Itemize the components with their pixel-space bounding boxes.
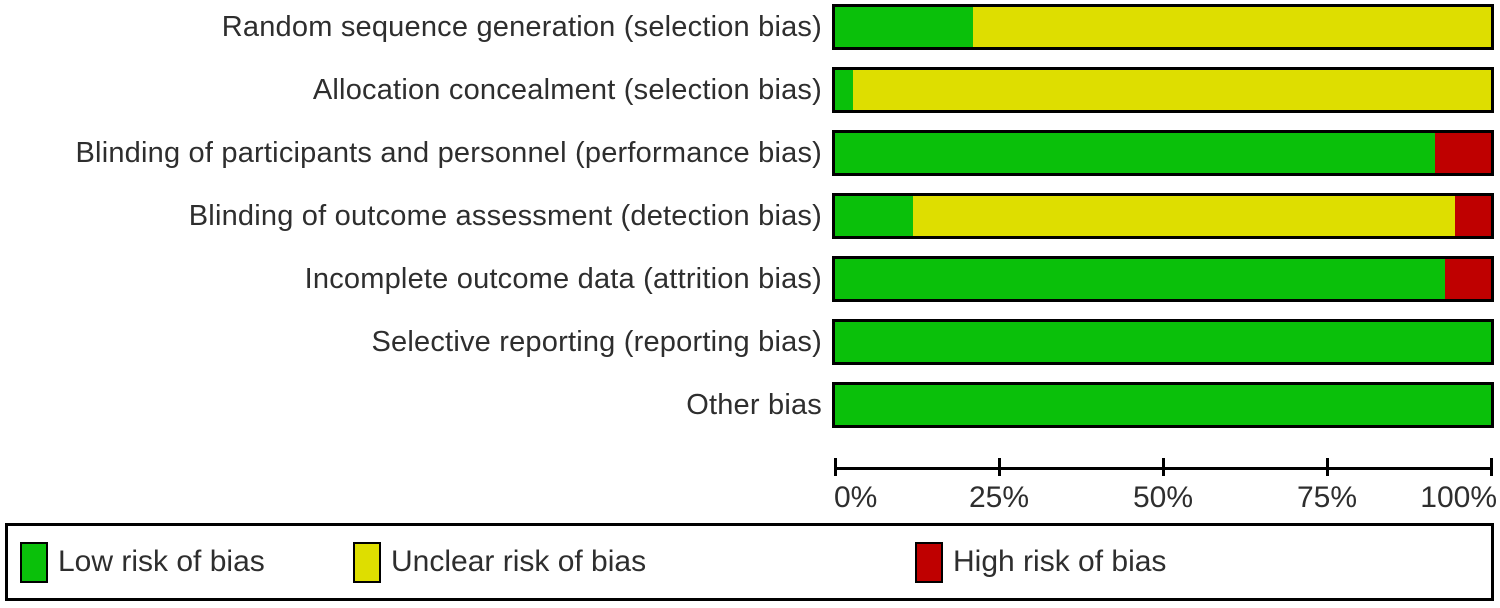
bias-row-label: Selective reporting (reporting bias)	[371, 326, 822, 358]
legend-item-low-risk: Low risk of bias	[20, 526, 265, 598]
bar-segment-unclear	[852, 70, 1491, 110]
axis-tick-label: 100%	[1420, 481, 1497, 514]
bar-segment-low	[835, 196, 914, 236]
bias-rows: Random sequence generation (selection bi…	[0, 4, 1494, 428]
legend-label: Low risk of bias	[58, 545, 265, 578]
axis-tick-label: 25%	[968, 481, 1030, 514]
bar-segment-unclear	[972, 7, 1491, 47]
table-row: Other bias	[0, 382, 1494, 428]
bias-row-label: Allocation concealment (selection bias)	[312, 74, 822, 106]
bar-segment-low	[835, 7, 973, 47]
bar-segment-low	[835, 385, 1491, 425]
table-row: Selective reporting (reporting bias)	[0, 319, 1494, 365]
legend-item-unclear-risk: Unclear risk of bias	[353, 526, 646, 598]
bar-segment-high	[1445, 259, 1491, 299]
table-row: Random sequence generation (selection bi…	[0, 4, 1494, 50]
table-row: Incomplete outcome data (attrition bias)	[0, 256, 1494, 302]
legend: Low risk of bias Unclear risk of bias Hi…	[5, 523, 1494, 601]
bias-row-label: Blinding of outcome assessment (detectio…	[188, 200, 822, 232]
legend-swatch-high	[915, 541, 943, 583]
legend-label: Unclear risk of bias	[391, 545, 647, 578]
axis-tick	[998, 458, 1001, 476]
bar-segment-low	[835, 322, 1491, 362]
bias-bar	[832, 4, 1494, 50]
bar-segment-low	[835, 259, 1446, 299]
bar-segment-high	[1435, 133, 1491, 173]
bar-segment-high	[1454, 196, 1491, 236]
legend-swatch-unclear	[353, 541, 381, 583]
bar-segment-low	[835, 70, 853, 110]
axis-tick-label: 75%	[1296, 481, 1358, 514]
axis-tick-label: 50%	[1132, 481, 1194, 514]
legend-item-high-risk: High risk of bias	[915, 526, 1166, 598]
bias-bar	[832, 67, 1494, 113]
bias-bar	[832, 130, 1494, 176]
bias-bar	[832, 319, 1494, 365]
axis-tick	[834, 458, 837, 476]
bias-row-label: Blinding of participants and personnel (…	[75, 137, 822, 169]
legend-label: High risk of bias	[953, 545, 1167, 578]
table-row: Blinding of outcome assessment (detectio…	[0, 193, 1494, 239]
table-row: Blinding of participants and personnel (…	[0, 130, 1494, 176]
bias-bar	[832, 382, 1494, 428]
bias-row-label: Other bias	[686, 389, 822, 421]
bias-row-label: Random sequence generation (selection bi…	[221, 11, 822, 43]
bias-bar	[832, 256, 1494, 302]
axis-tick	[1162, 458, 1165, 476]
bias-row-label: Incomplete outcome data (attrition bias)	[304, 263, 822, 295]
bar-segment-low	[835, 133, 1436, 173]
axis-tick	[1326, 458, 1329, 476]
axis-tick	[1490, 458, 1493, 476]
table-row: Allocation concealment (selection bias)	[0, 67, 1494, 113]
bias-bar	[832, 193, 1494, 239]
axis-tick-label: 0%	[834, 481, 878, 514]
bar-segment-unclear	[913, 196, 1455, 236]
legend-swatch-low	[20, 541, 48, 583]
